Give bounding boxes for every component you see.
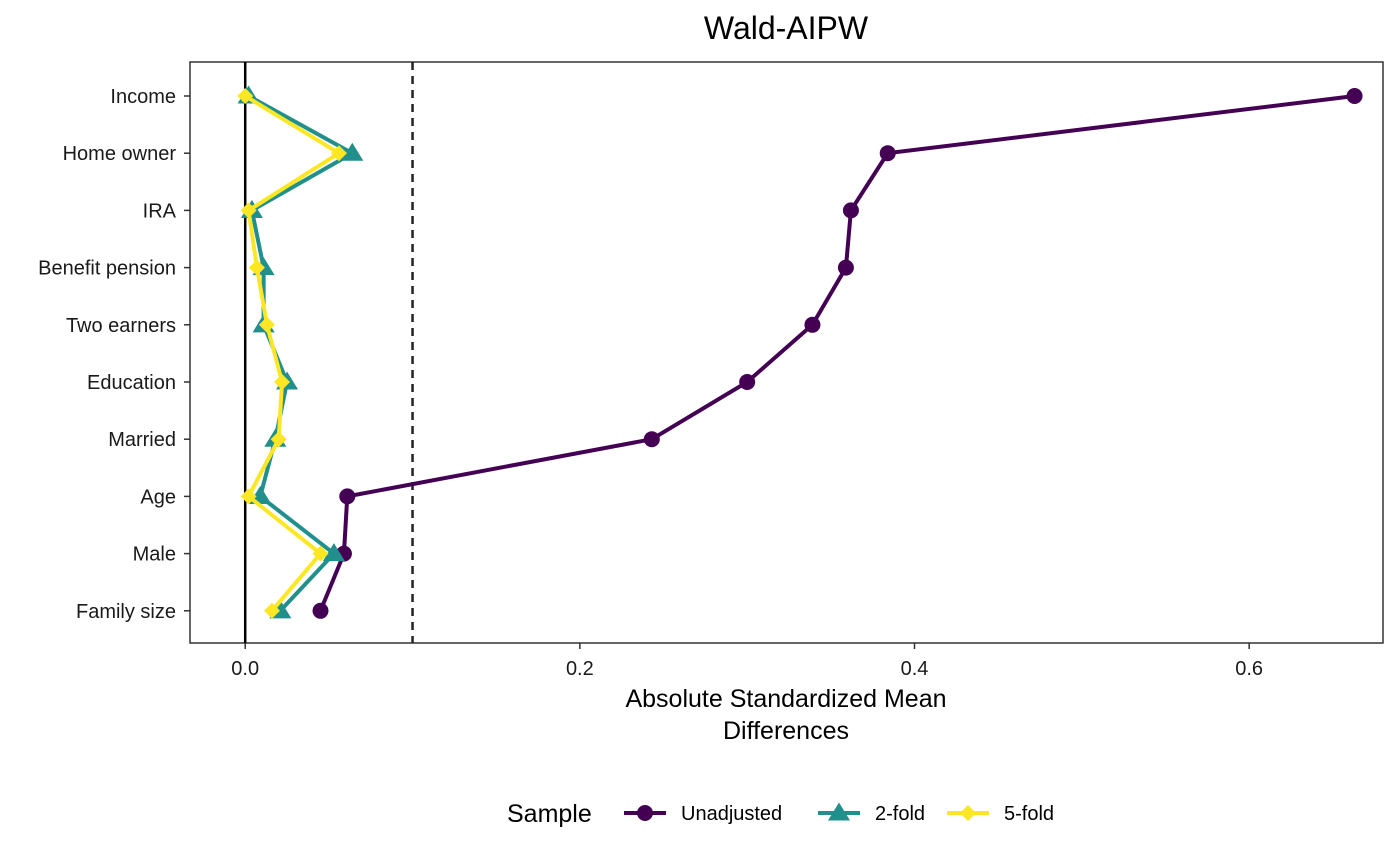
x-axis-title-line-2: Differences [723, 717, 849, 745]
point-unadjusted-income [1346, 88, 1363, 104]
point-5-fold-home-owner [330, 145, 347, 162]
y-tick-label-benefit-pension: Benefit pension [38, 258, 176, 280]
point-5-fold-benefit-pension [248, 259, 265, 276]
legend-title: Sample [507, 800, 592, 828]
plot-panel [189, 61, 1384, 644]
series-layer [237, 85, 1363, 619]
series-unadjusted [312, 88, 1363, 619]
y-tick-label-male: Male [133, 544, 176, 566]
point-unadjusted-family-size [312, 602, 329, 619]
legend-item-5-fold: 5-fold [947, 803, 1054, 825]
y-tick-label-home-owner: Home owner [63, 143, 177, 165]
reference-lines [243, 62, 414, 643]
point-5-fold-family-size [263, 602, 280, 619]
x-tick-label-0-6: 0.6 [1235, 658, 1263, 680]
point-2-fold-male [322, 543, 345, 562]
point-unadjusted-ira [842, 202, 859, 219]
point-5-fold-income [237, 88, 254, 104]
y-tick-label-ira: IRA [143, 200, 177, 222]
chart-title: Wald-AIPW [704, 10, 869, 46]
point-5-fold-married [270, 431, 287, 448]
point-unadjusted-married [643, 431, 660, 448]
y-tick-label-age: Age [140, 486, 176, 508]
legend-item-2-fold: 2-fold [818, 802, 925, 825]
series-line-unadjusted [318, 94, 1355, 612]
y-tick-label-family-size: Family size [76, 601, 176, 623]
point-unadjusted-age [339, 488, 356, 505]
y-tick-label-two-earners: Two earners [66, 315, 176, 337]
x-axis-title-line-1: Absolute Standardized Mean [625, 685, 946, 713]
x-tick-label-0-4: 0.4 [901, 658, 929, 680]
point-5-fold-male [312, 545, 329, 562]
x-axis: 0.0 0.2 0.4 0.6 [231, 643, 1263, 680]
legend: Sample Unadjusted 2-fold 5-fold [507, 800, 1054, 828]
series-5-fold [237, 88, 347, 619]
legend-key-marker-2-fold [827, 802, 851, 821]
y-tick-label-income: Income [110, 86, 176, 108]
point-5-fold-age [240, 488, 257, 505]
legend-key-marker-5-fold [960, 805, 976, 821]
point-5-fold-two-earners [258, 316, 275, 333]
series-line-2-fold [247, 94, 355, 613]
x-tick-label-0-2: 0.2 [566, 658, 594, 680]
y-tick-label-education: Education [87, 372, 176, 394]
point-5-fold-education [274, 374, 291, 390]
y-tick-label-married: Married [108, 429, 176, 451]
legend-key-marker-unadjusted [637, 805, 653, 821]
legend-item-unadjusted: Unadjusted [624, 803, 782, 825]
point-5-fold-ira [240, 202, 257, 219]
x-tick-label-0-0: 0.0 [231, 658, 259, 680]
point-unadjusted-benefit-pension [837, 259, 854, 276]
point-unadjusted-home-owner [879, 145, 896, 162]
point-unadjusted-two-earners [804, 316, 821, 333]
legend-label-5-fold: 5-fold [1004, 803, 1054, 825]
point-2-fold-home-owner [341, 142, 364, 161]
legend-label-2-fold: 2-fold [875, 803, 925, 825]
legend-label-unadjusted: Unadjusted [681, 803, 782, 825]
y-axis: Income Home owner IRA Benefit pension Two ea… [38, 86, 190, 623]
series-line-5-fold [244, 94, 341, 613]
point-unadjusted-education [739, 374, 756, 390]
